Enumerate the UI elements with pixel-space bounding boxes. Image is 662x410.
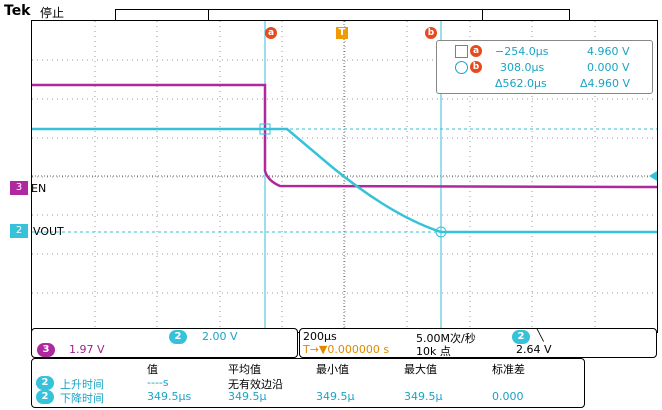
en-label: EN <box>31 182 47 195</box>
stats-row-name: 上升时间 <box>60 378 104 391</box>
stats-cell: 349.5μ <box>316 390 355 403</box>
record-length[interactable]: 10k 点 <box>416 345 451 358</box>
vout-waveform <box>32 127 657 234</box>
ch2-scale[interactable]: 2.00 V <box>202 330 238 343</box>
cursor-b-volt: 0.000 V <box>587 61 630 74</box>
cursor-delta-row: Δ562.0μs Δ4.960 V <box>437 75 652 91</box>
cursor-readout: a −254.0μs 4.960 V b 308.0μs 0.000 V Δ56… <box>436 40 653 94</box>
cursor-a-volt: 4.960 V <box>587 45 630 58</box>
trigger-source-badge[interactable]: 2 <box>512 330 530 344</box>
vertical-settings-panel[interactable]: 2 2.00 V 3 1.97 V <box>31 328 298 358</box>
ch3-badge[interactable]: 3 <box>37 343 55 357</box>
measurement-stats-panel: 值 平均值 最小值 最大值 标准差 2 上升时间 ----s 无有效边沿 2 下降时间 349.5μ… <box>31 358 585 408</box>
stats-cell: 349.5μ <box>404 390 443 403</box>
circle-icon <box>455 61 468 74</box>
stats-header-cell: 值 <box>147 363 158 376</box>
acquisition-status: 停止 <box>40 6 65 20</box>
cursor-a-badge: a <box>470 45 482 57</box>
stats-header-cell: 平均值 <box>228 363 261 376</box>
sample-rate: 5.00M次/秒 <box>416 332 476 345</box>
cursor-delta-time: Δ562.0μs <box>495 77 547 90</box>
trigger-level[interactable]: 2.64 V <box>516 343 552 356</box>
falling-edge-icon[interactable]: ╲ <box>537 329 544 342</box>
ch3-ground-marker[interactable]: 3 <box>10 181 28 195</box>
stats-header-cell: 最小值 <box>316 363 349 376</box>
stats-cell: 0.000 <box>492 390 524 403</box>
stats-cell: 无有效边沿 <box>228 378 283 391</box>
vout-label: VOUT <box>33 225 64 238</box>
en-waveform <box>32 83 658 189</box>
trigger-position[interactable]: T→▼0.000000 s <box>303 343 390 356</box>
trigger-position-marker[interactable]: T <box>336 27 348 39</box>
cursor-a-time: −254.0μs <box>495 45 549 58</box>
cursor-a-point <box>259 123 271 135</box>
top-bar: Tek 停止 <box>0 0 662 22</box>
ch3-scale[interactable]: 1.97 V <box>69 343 105 356</box>
cursor-a-marker[interactable]: a <box>265 27 277 39</box>
ch2-ground-marker[interactable]: 2 <box>10 224 28 238</box>
stats-row-channel-badge: 2 <box>36 390 54 404</box>
cursor-a-row: a −254.0μs 4.960 V <box>437 43 652 59</box>
stats-header-cell: 标准差 <box>492 363 525 376</box>
cursor-b-row: b 308.0μs 0.000 V <box>437 59 652 75</box>
stats-row-name: 下降时间 <box>60 392 104 405</box>
trigger-level-arrow <box>649 171 657 181</box>
cursor-b-point <box>435 226 447 238</box>
stats-cell: 349.5μ <box>228 390 267 403</box>
cursor-b-marker[interactable]: b <box>425 27 437 39</box>
cursor-b-badge: b <box>470 61 482 73</box>
stats-header-cell: 最大值 <box>404 363 437 376</box>
cursor-delta-volt: Δ4.960 V <box>580 77 631 90</box>
square-icon <box>455 45 468 58</box>
ch2-badge[interactable]: 2 <box>169 330 187 344</box>
stats-cell: ----s <box>147 376 169 389</box>
cursor-b-time: 308.0μs <box>500 61 545 74</box>
brand-logo: Tek <box>4 3 31 19</box>
stats-row-channel-badge: 2 <box>36 376 54 390</box>
timebase[interactable]: 200μs <box>303 330 337 343</box>
horizontal-trigger-panel[interactable]: 200μs T→▼0.000000 s 5.00M次/秒 10k 点 2 ╲ 2… <box>299 328 657 358</box>
stats-cell: 349.5μs <box>147 390 192 403</box>
